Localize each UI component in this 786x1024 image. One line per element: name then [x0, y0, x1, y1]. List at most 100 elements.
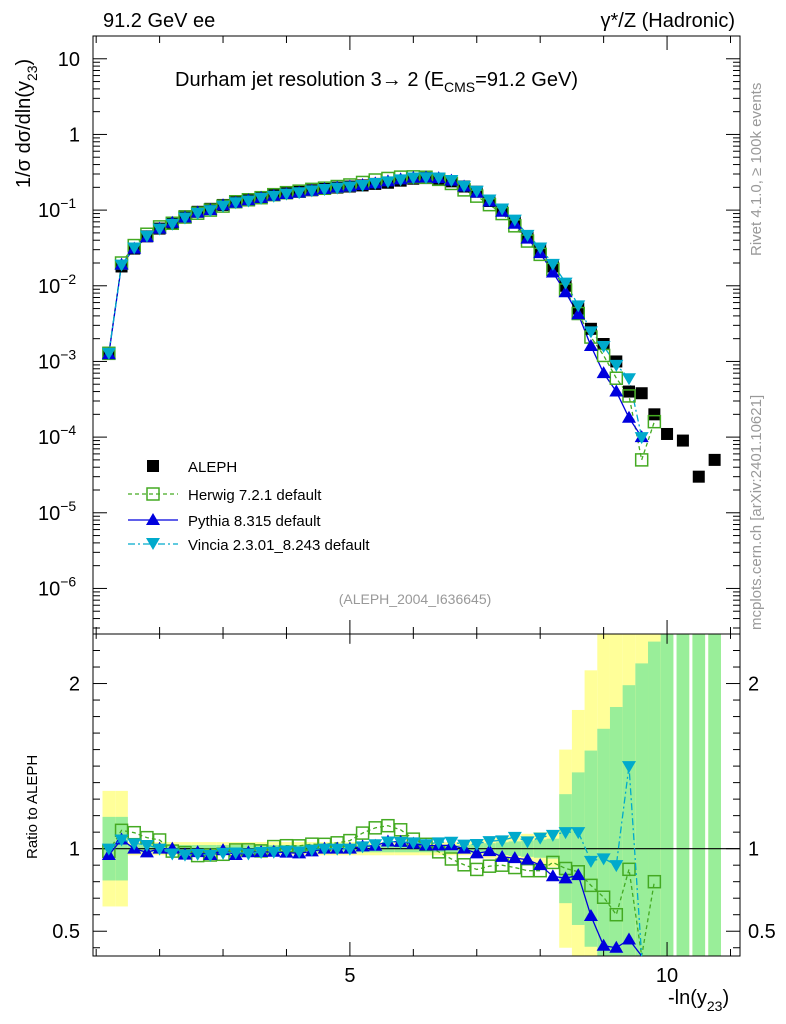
herwig-point [609, 371, 624, 385]
vincia-ratio-point [393, 836, 408, 849]
pythia-point [596, 366, 611, 379]
vincia-ratio-point [165, 848, 180, 861]
pythia-ratio-point [583, 908, 598, 921]
herwig-ratio-point [647, 874, 662, 889]
vincia-ratio-point [190, 848, 205, 861]
herwig-ratio-point [508, 860, 522, 875]
vincia-ratio-point [304, 844, 319, 857]
vincia-point [406, 172, 421, 185]
vincia-point [368, 178, 383, 191]
mcplots-label: mcplots.cern.ch [arXiv:2401.10621] [748, 395, 765, 630]
vincia-point [292, 187, 307, 200]
vincia-point [482, 194, 497, 207]
herwig-ratio-point [584, 878, 598, 893]
ratio-band-inner [597, 728, 610, 956]
ratio-y-tick-label-right: 2 [748, 674, 759, 696]
ratio-panel-frame [92, 633, 741, 957]
vincia-ratio-point [203, 850, 218, 863]
pythia-ratio-point [609, 940, 624, 953]
vincia-point [583, 326, 598, 339]
vincia-point [304, 185, 319, 198]
ratio-band-inner [692, 634, 706, 956]
herwig-point [647, 414, 662, 429]
ratio-band-inner [660, 634, 674, 956]
rivet-label: Rivet 4.1.0, ≥ 100k events [748, 83, 765, 256]
vincia-ratio-point [177, 849, 192, 862]
ratio-band-inner [676, 634, 690, 956]
pythia-point [545, 265, 560, 278]
vincia-point [152, 223, 167, 236]
ratio-y-tick-label-right: 1 [748, 839, 759, 861]
pythia-point [558, 285, 573, 298]
pythia-ratio-point [571, 868, 586, 881]
legend-entry-pythia: Pythia 8.315 default [128, 513, 321, 530]
svg-text:Pythia 8.315 default: Pythia 8.315 default [188, 513, 321, 530]
vincia-point [507, 214, 522, 227]
vincia-ratio-point [596, 853, 611, 866]
ratio-band-inner [635, 663, 649, 956]
vincia-point [330, 182, 345, 195]
vincia-point [469, 185, 484, 198]
pythia-ratio-point [495, 849, 510, 862]
legend-entry-aleph: ALEPH [147, 459, 237, 476]
vincia-point [317, 184, 332, 197]
vincia-point [495, 203, 510, 216]
vincia-ratio-point [406, 837, 421, 850]
vincia-ratio-point [609, 860, 624, 873]
vincia-ratio-point [368, 839, 383, 852]
vincia-ratio-point [571, 827, 586, 840]
x-tick-label: 10 [656, 965, 678, 987]
vincia-ratio-point [317, 843, 332, 856]
ratio-y-tick-label: 2 [69, 674, 80, 696]
vincia-point [355, 179, 370, 192]
y-tick-label: 10−3 [38, 346, 76, 373]
legend-entry-herwig: Herwig 7.2.1 default [128, 487, 322, 504]
vincia-ratio-point [152, 843, 167, 856]
header-right-label: γ*/Z (Hadronic) [601, 10, 735, 32]
vincia-ratio-point [507, 831, 522, 844]
y-axis-label: 1/σ dσ/dln(y23) [13, 59, 40, 188]
vincia-point [609, 359, 624, 372]
y-tick-label: 10−4 [38, 422, 76, 449]
vincia-point [127, 242, 142, 255]
vincia-point [533, 242, 548, 255]
svg-text:Vincia 2.3.01_8.243 default: Vincia 2.3.01_8.243 default [188, 537, 370, 554]
x-axis-label: -ln(y23) [668, 987, 729, 1014]
vincia-ratio-point [419, 839, 434, 852]
vincia-ratio-point [266, 846, 281, 859]
pythia-ratio-point [545, 869, 560, 882]
vincia-ratio-point [583, 855, 598, 868]
ratio-band-inner [708, 634, 721, 956]
vincia-point [545, 258, 560, 271]
herwig-point [622, 389, 636, 403]
pythia-ratio-point [482, 844, 497, 857]
herwig-ratio-point [622, 862, 636, 877]
vincia-ratio-point [216, 847, 231, 860]
vincia-ratio-point [558, 827, 573, 840]
vincia-point [241, 195, 256, 208]
ratio-y-tick-label-right: 0.5 [748, 921, 776, 943]
ratio-y-tick-label: 0.5 [52, 921, 80, 943]
svg-text:ALEPH: ALEPH [188, 459, 237, 476]
vincia-ratio-point [495, 835, 510, 848]
vincia-point [279, 188, 294, 201]
vincia-ratio-point [228, 847, 243, 860]
vincia-ratio-point [621, 761, 636, 774]
vincia-point [266, 190, 281, 203]
svg-text:Herwig 7.2.1 default: Herwig 7.2.1 default [188, 487, 322, 504]
vincia-point [203, 205, 218, 218]
pythia-point [571, 307, 586, 320]
ratio-band-inner [648, 641, 661, 956]
vincia-ratio-point [139, 839, 154, 852]
vincia-point [419, 172, 434, 185]
vincia-ratio-point [533, 832, 548, 845]
data-markers [101, 170, 721, 483]
plot-title: Durham jet resolution 3→ 2 (ECMS=91.2 Ge… [175, 69, 578, 95]
pythia-ratio-point [533, 858, 548, 871]
vincia-point [596, 340, 611, 353]
pythia-ratio-point [558, 871, 573, 884]
vincia-point [114, 259, 129, 272]
vincia-ratio-point [469, 838, 484, 851]
pythia-ratio-point [621, 932, 636, 945]
